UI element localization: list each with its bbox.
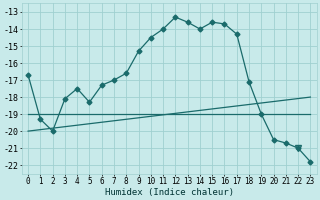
X-axis label: Humidex (Indice chaleur): Humidex (Indice chaleur) — [105, 188, 234, 197]
